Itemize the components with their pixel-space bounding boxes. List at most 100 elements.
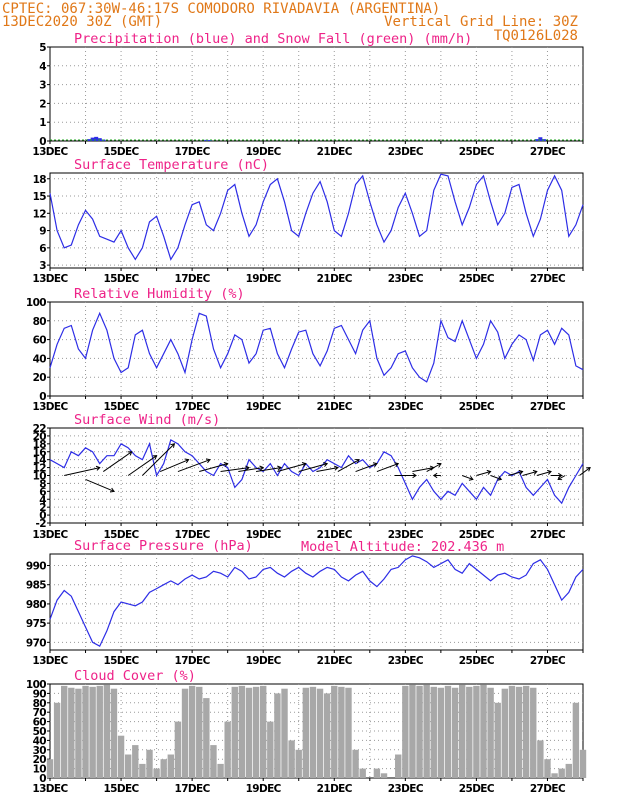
- wind-arrow: [277, 463, 306, 473]
- cloud-bar: [537, 740, 544, 778]
- cloud-bar: [288, 740, 295, 778]
- cloud-bar: [352, 749, 359, 778]
- precip-bar: [534, 139, 539, 141]
- pres-ytick-label: 980: [26, 599, 46, 611]
- wind-arrow-head: [245, 465, 250, 471]
- precip-bar: [207, 140, 212, 141]
- cloud-xtick-label: 13DEC: [32, 783, 68, 795]
- station-header: CPTEC: 067:30W-46:17S COMODORO RIVADAVIA…: [2, 1, 440, 17]
- cloud-bar: [494, 702, 501, 778]
- wind-arrow-head: [205, 458, 211, 464]
- temp-xtick-label: 19DEC: [246, 273, 282, 285]
- rh-xtick-label: 15DEC: [103, 401, 139, 413]
- cloud-bar: [423, 684, 430, 778]
- grid-line-note: Vertical Grid Line: 30Z: [384, 14, 578, 30]
- wind-arrow: [177, 459, 211, 473]
- wind-frame: [49, 427, 584, 524]
- cloud-bar: [260, 685, 267, 778]
- pres-frame: [49, 553, 584, 651]
- rh-xtick-label: 27DEC: [530, 401, 566, 413]
- pres-xtick-label: 21DEC: [317, 655, 353, 667]
- cloud-bar: [473, 685, 480, 778]
- wind-ytick-label: 16: [33, 447, 47, 459]
- temp-ytick-label: 9: [39, 226, 46, 238]
- rh-series-line: [49, 311, 584, 383]
- cloud-bar: [572, 702, 580, 778]
- cloud-bar: [46, 759, 54, 778]
- wind-ytick-label: 18: [33, 439, 47, 451]
- cloud-bar: [544, 759, 551, 778]
- wind-xtick-label: 27DEC: [530, 529, 566, 541]
- cloud-xtick-label: 25DEC: [459, 783, 495, 795]
- wind-arrow-head: [394, 462, 400, 468]
- rh-ytick-label: 100: [26, 297, 46, 309]
- cloud-bar: [558, 768, 565, 778]
- precip-bar: [87, 139, 92, 141]
- wind-ytick-label: -2: [36, 518, 47, 530]
- precip-ytick-label: 5: [39, 42, 46, 54]
- cloud-ytick-label: 30: [33, 745, 47, 757]
- cloud-bar: [210, 745, 217, 778]
- rh-ytick-label: 60: [33, 335, 47, 347]
- wind-ytick-label: 4: [39, 494, 46, 506]
- cloud-bar: [196, 686, 203, 778]
- cloud-bar: [565, 763, 572, 778]
- cloud-bar: [444, 685, 452, 778]
- cloud-ytick-label: 90: [33, 688, 47, 700]
- cloud-bar: [508, 685, 516, 778]
- cloud-bar: [103, 684, 111, 778]
- wind-arrow: [536, 471, 552, 476]
- wind-ytick-label: 6: [39, 486, 46, 498]
- cloud-xtick-label: 21DEC: [317, 783, 353, 795]
- precip-xtick-label: 15DEC: [103, 146, 139, 158]
- rh-ytick-label: 0: [39, 391, 46, 403]
- wind-arrow: [199, 463, 228, 473]
- wind-xtick-label: 13DEC: [32, 529, 68, 541]
- cloud-xtick-label: 17DEC: [175, 783, 211, 795]
- wind-arrow-head: [109, 487, 115, 493]
- wind-arrow-head: [355, 458, 360, 464]
- wind-arrow-head: [184, 458, 190, 464]
- pres-ytick-label: 990: [26, 561, 46, 573]
- wind-ytick-label: 14: [33, 455, 47, 467]
- wind-xtick-label: 25DEC: [459, 529, 495, 541]
- pres-title: Surface Pressure (hPa): [74, 538, 253, 554]
- cloud-bar: [274, 693, 281, 778]
- wind-arrow-head: [170, 443, 176, 448]
- temp-title: Surface Temperature (nC): [74, 157, 269, 173]
- cloud-bar: [373, 768, 381, 778]
- cloud-bar: [451, 687, 459, 778]
- wind-arrow: [64, 467, 100, 476]
- temp-xtick-label: 21DEC: [317, 273, 353, 285]
- wind-arrow: [490, 475, 502, 480]
- cloud-bar: [416, 685, 423, 778]
- wind-arrow: [256, 467, 282, 473]
- wind-ytick-label: 22: [33, 423, 47, 435]
- wind-arrow: [238, 467, 264, 473]
- wind-title: Surface Wind (m/s): [74, 412, 220, 428]
- cloud-xtick-label: 15DEC: [103, 783, 139, 795]
- precip-xtick-label: 21DEC: [317, 146, 353, 158]
- wind-arrow-head: [532, 469, 538, 475]
- wind-arrow-head: [372, 462, 378, 468]
- temp-xtick-label: 15DEC: [103, 273, 139, 285]
- wind-ytick-label: 0: [39, 510, 46, 522]
- temp-ytick-label: 18: [33, 174, 47, 186]
- cloud-ytick-label: 50: [33, 726, 47, 738]
- wind-ytick-label: 10: [33, 471, 47, 483]
- cloud-ytick-label: 100: [26, 679, 46, 691]
- wind-arrow: [426, 463, 442, 472]
- precip-ytick-label: 0: [39, 136, 46, 148]
- cloud-bar: [203, 698, 210, 778]
- wind-arrow-head: [323, 461, 329, 467]
- cloud-bar: [224, 721, 231, 778]
- wind-arrow-head: [152, 455, 158, 460]
- wind-arrow: [462, 475, 474, 480]
- pres-xtick-label: 27DEC: [530, 655, 566, 667]
- wind-ytick-label: 12: [33, 463, 47, 475]
- cloud-bar: [430, 686, 437, 778]
- temp-ytick-label: 12: [33, 208, 47, 220]
- cloud-bar: [146, 749, 153, 778]
- wind-arrow: [85, 478, 115, 492]
